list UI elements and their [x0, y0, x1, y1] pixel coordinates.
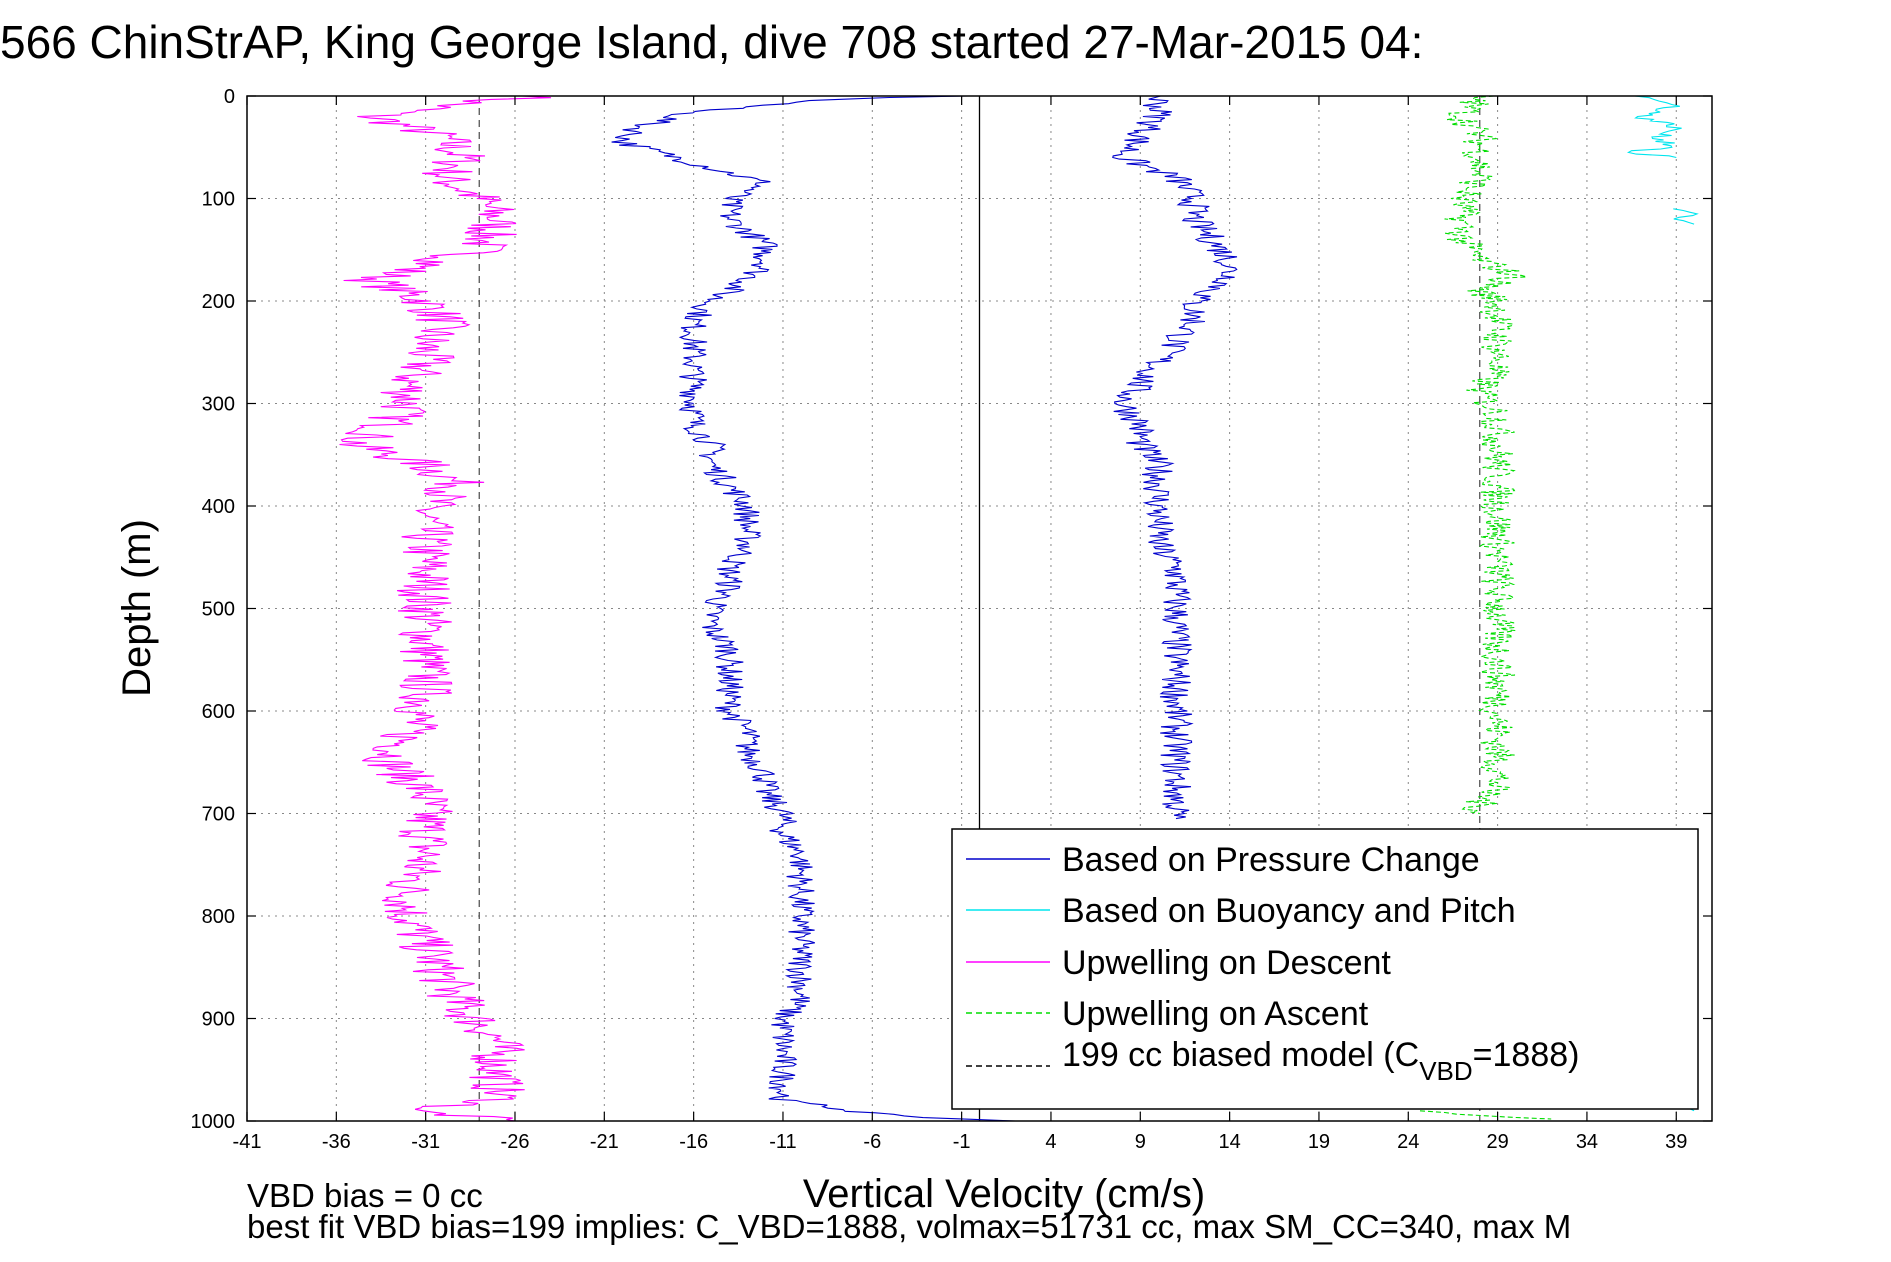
x-axis-label: Vertical Velocity (cm/s): [803, 1172, 1205, 1216]
x-tick-label: 9: [1135, 1131, 1146, 1153]
x-tick-label: -16: [679, 1131, 708, 1153]
y-tick-label: 400: [202, 496, 235, 518]
annotation-best-fit: best fit VBD bias=199 implies: C_VBD=188…: [247, 1208, 1571, 1245]
x-tick-label: -31: [411, 1131, 440, 1153]
y-axis-label: Depth (m): [115, 519, 159, 697]
annotation-vbd-bias: VBD bias = 0 cc: [247, 1177, 483, 1214]
y-tick-label: 0: [224, 86, 235, 108]
y-ticks: 0 100 200 300 400 500 600 700 800 900 1000: [191, 86, 1712, 1133]
x-tick-label: -6: [863, 1131, 881, 1153]
legend-label-biased-model: 199 cc biased model (CVBD=1888): [1062, 1036, 1579, 1086]
y-tick-label: 600: [202, 701, 235, 723]
x-tick-label: 19: [1308, 1131, 1330, 1153]
x-tick-label: 24: [1397, 1131, 1419, 1153]
legend: Based on Pressure Change Based on Buoyan…: [951, 828, 1699, 1110]
series-line: [1444, 95, 1527, 815]
x-tick-label: 29: [1486, 1131, 1508, 1153]
x-tick-label: -11: [769, 1131, 796, 1153]
legend-label-upwelling-ascent: Upwelling on Ascent: [1062, 995, 1369, 1033]
series-line: [1673, 208, 1699, 225]
y-tick-label: 800: [202, 906, 235, 928]
x-tick-label: -36: [322, 1131, 351, 1153]
x-tick-label: -1: [953, 1131, 971, 1153]
series-line: [1626, 95, 1682, 159]
series-line: [1419, 1110, 1552, 1120]
x-tick-label: -41: [233, 1131, 262, 1153]
x-ticks: -41 -36 -31 -26 -21 -16 -11 -6 -1 4 9 14 19 24 29 34 39: [233, 96, 1687, 1153]
y-tick-label: 300: [202, 394, 235, 416]
x-tick-label: 14: [1218, 1131, 1240, 1153]
series-line: [611, 95, 1016, 1122]
chart-title: 566 ChinStrAP, King George Island, dive …: [0, 16, 1423, 68]
x-tick-label: 4: [1045, 1131, 1056, 1153]
legend-box: [951, 828, 1699, 1110]
legend-label-upwelling-descent: Upwelling on Descent: [1062, 944, 1391, 982]
y-tick-label: 900: [202, 1009, 235, 1031]
series-line: [1112, 95, 1238, 820]
x-tick-label: -26: [501, 1131, 530, 1153]
y-tick-label: 500: [202, 599, 235, 621]
data-series: [339, 95, 1699, 1122]
legend-label-buoyancy: Based on Buoyancy and Pitch: [1062, 892, 1516, 930]
y-tick-label: 100: [202, 189, 235, 211]
y-tick-label: 200: [202, 291, 235, 313]
x-tick-label: 39: [1665, 1131, 1687, 1153]
y-tick-label: 1000: [191, 1111, 236, 1133]
y-tick-label: 700: [202, 804, 235, 826]
x-tick-label: -21: [590, 1131, 619, 1153]
legend-label-pressure: Based on Pressure Change: [1062, 841, 1480, 879]
x-tick-label: 34: [1576, 1131, 1598, 1153]
series-line: [339, 95, 552, 1122]
